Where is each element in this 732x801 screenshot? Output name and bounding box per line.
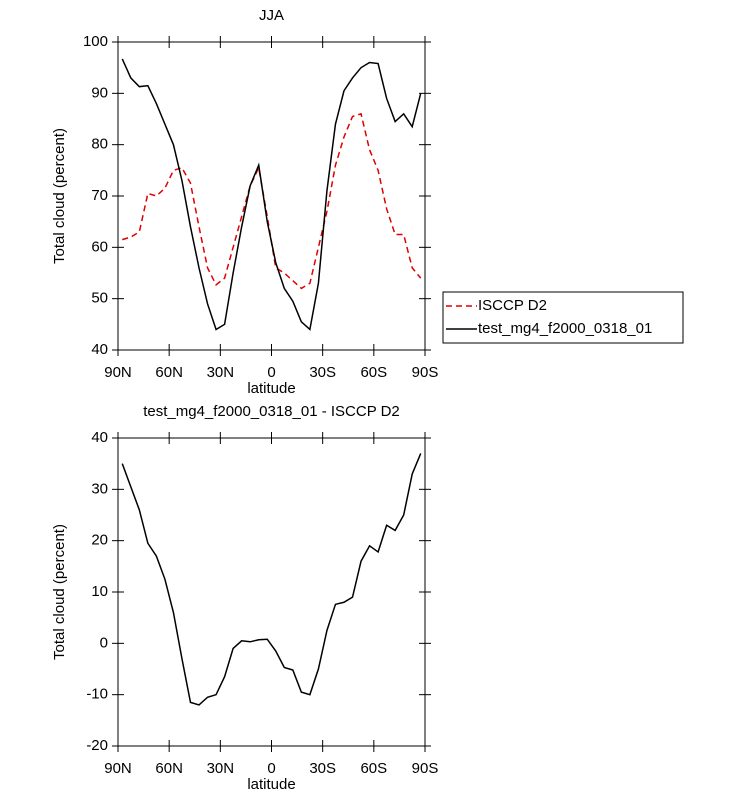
data-line <box>121 58 422 331</box>
y-axis-label: Total cloud (percent) <box>51 128 68 264</box>
x-tick-label: 60S <box>360 760 387 777</box>
x-tick-label: 30S <box>309 364 336 381</box>
legend-label: ISCCP D2 <box>478 297 547 314</box>
y-tick-label: 90 <box>91 84 108 101</box>
x-tick-label: 90N <box>104 760 132 777</box>
chart-title: JJA <box>259 7 284 24</box>
x-axis-label: latitude <box>247 776 295 793</box>
plot-frame <box>117 437 426 747</box>
y-tick-label: 60 <box>91 238 108 255</box>
y-tick-label: -20 <box>86 737 108 754</box>
legend-label: test_mg4_f2000_0318_01 <box>478 320 652 337</box>
y-tick-label: 40 <box>91 341 108 358</box>
x-tick-label: 0 <box>267 760 275 777</box>
y-tick-label: 50 <box>91 290 108 307</box>
data-line <box>121 453 422 706</box>
x-tick-label: 60N <box>155 760 183 777</box>
x-tick-label: 90S <box>412 760 439 777</box>
y-tick-label: 70 <box>91 187 108 204</box>
y-tick-label: 10 <box>91 583 108 600</box>
x-tick-label: 90N <box>104 364 132 381</box>
y-tick-label: 80 <box>91 136 108 153</box>
data-line <box>122 112 422 290</box>
legend-box <box>442 291 684 344</box>
x-axis-label: latitude <box>247 380 295 397</box>
y-tick-label: 100 <box>83 33 108 50</box>
x-tick-label: 30N <box>207 760 235 777</box>
y-tick-label: 30 <box>91 480 108 497</box>
x-tick-label: 90S <box>412 364 439 381</box>
y-tick-label: 40 <box>91 429 108 446</box>
x-tick-label: 30S <box>309 760 336 777</box>
chart-title: test_mg4_f2000_0318_01 - ISCCP D2 <box>143 403 400 420</box>
x-tick-label: 30N <box>207 364 235 381</box>
y-axis-label: Total cloud (percent) <box>51 524 68 660</box>
y-tick-label: -10 <box>86 686 108 703</box>
y-tick-label: 0 <box>100 634 108 651</box>
x-tick-label: 60S <box>360 364 387 381</box>
x-tick-label: 60N <box>155 364 183 381</box>
x-tick-label: 0 <box>267 364 275 381</box>
plot-frame <box>117 41 426 351</box>
y-tick-label: 20 <box>91 532 108 549</box>
